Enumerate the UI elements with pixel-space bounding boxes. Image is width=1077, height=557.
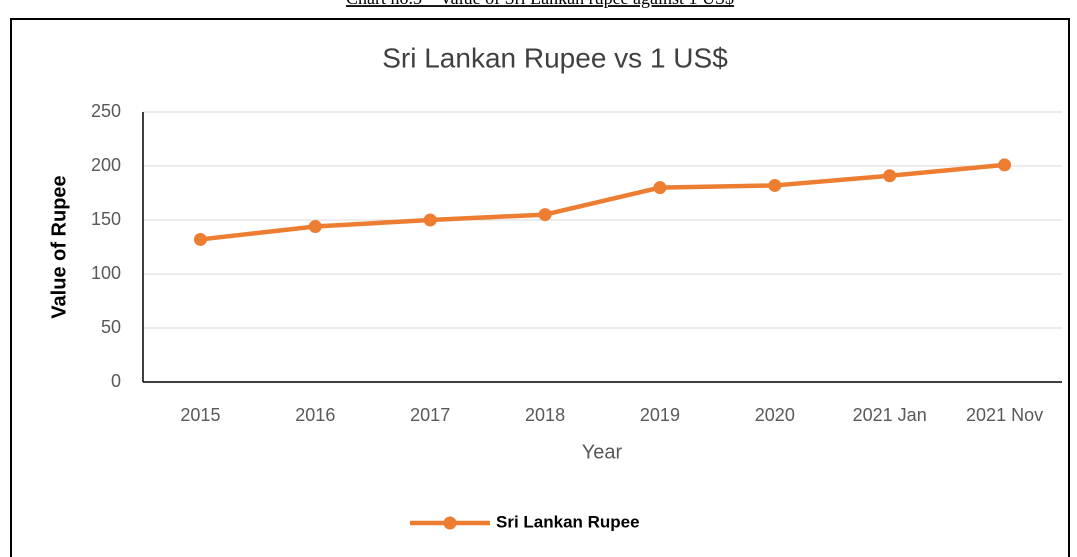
series-line: [200, 162, 1005, 242]
y-tick-label: 150: [91, 209, 121, 229]
x-tick-label: 2017: [410, 405, 450, 425]
y-tick-label: 200: [91, 155, 121, 175]
x-tick-label: 2015: [180, 405, 220, 425]
x-axis-title: Year: [582, 441, 623, 463]
caption: Chart no.3 – Value of Sri Lankan rupee a…: [346, 0, 734, 8]
y-axis-title: Value of Rupee: [48, 175, 70, 318]
y-tick-label: 0: [111, 371, 121, 391]
chart-title: Sri Lankan Rupee vs 1 US$: [382, 42, 728, 73]
chart-frame: [10, 18, 1070, 557]
point: [538, 208, 552, 222]
x-tick-label: 2019: [640, 405, 680, 425]
legend-marker: [443, 516, 457, 530]
point: [768, 178, 782, 192]
point: [998, 158, 1012, 172]
x-tick-label: 2018: [525, 405, 565, 425]
x-tick-label: 2021 Nov: [966, 405, 1043, 425]
point: [423, 213, 437, 227]
x-tick-label: 2020: [755, 405, 795, 425]
point: [883, 169, 897, 183]
x-tick-label: 2021 Jan: [853, 405, 927, 425]
point: [308, 219, 322, 233]
y-tick-label: 250: [91, 101, 121, 121]
y-tick-label: 50: [101, 317, 121, 337]
x-tick-label: 2016: [295, 405, 335, 425]
legend-label: Sri Lankan Rupee: [496, 512, 640, 531]
point: [193, 232, 207, 246]
y-tick-label: 100: [91, 263, 121, 283]
point: [653, 181, 667, 195]
